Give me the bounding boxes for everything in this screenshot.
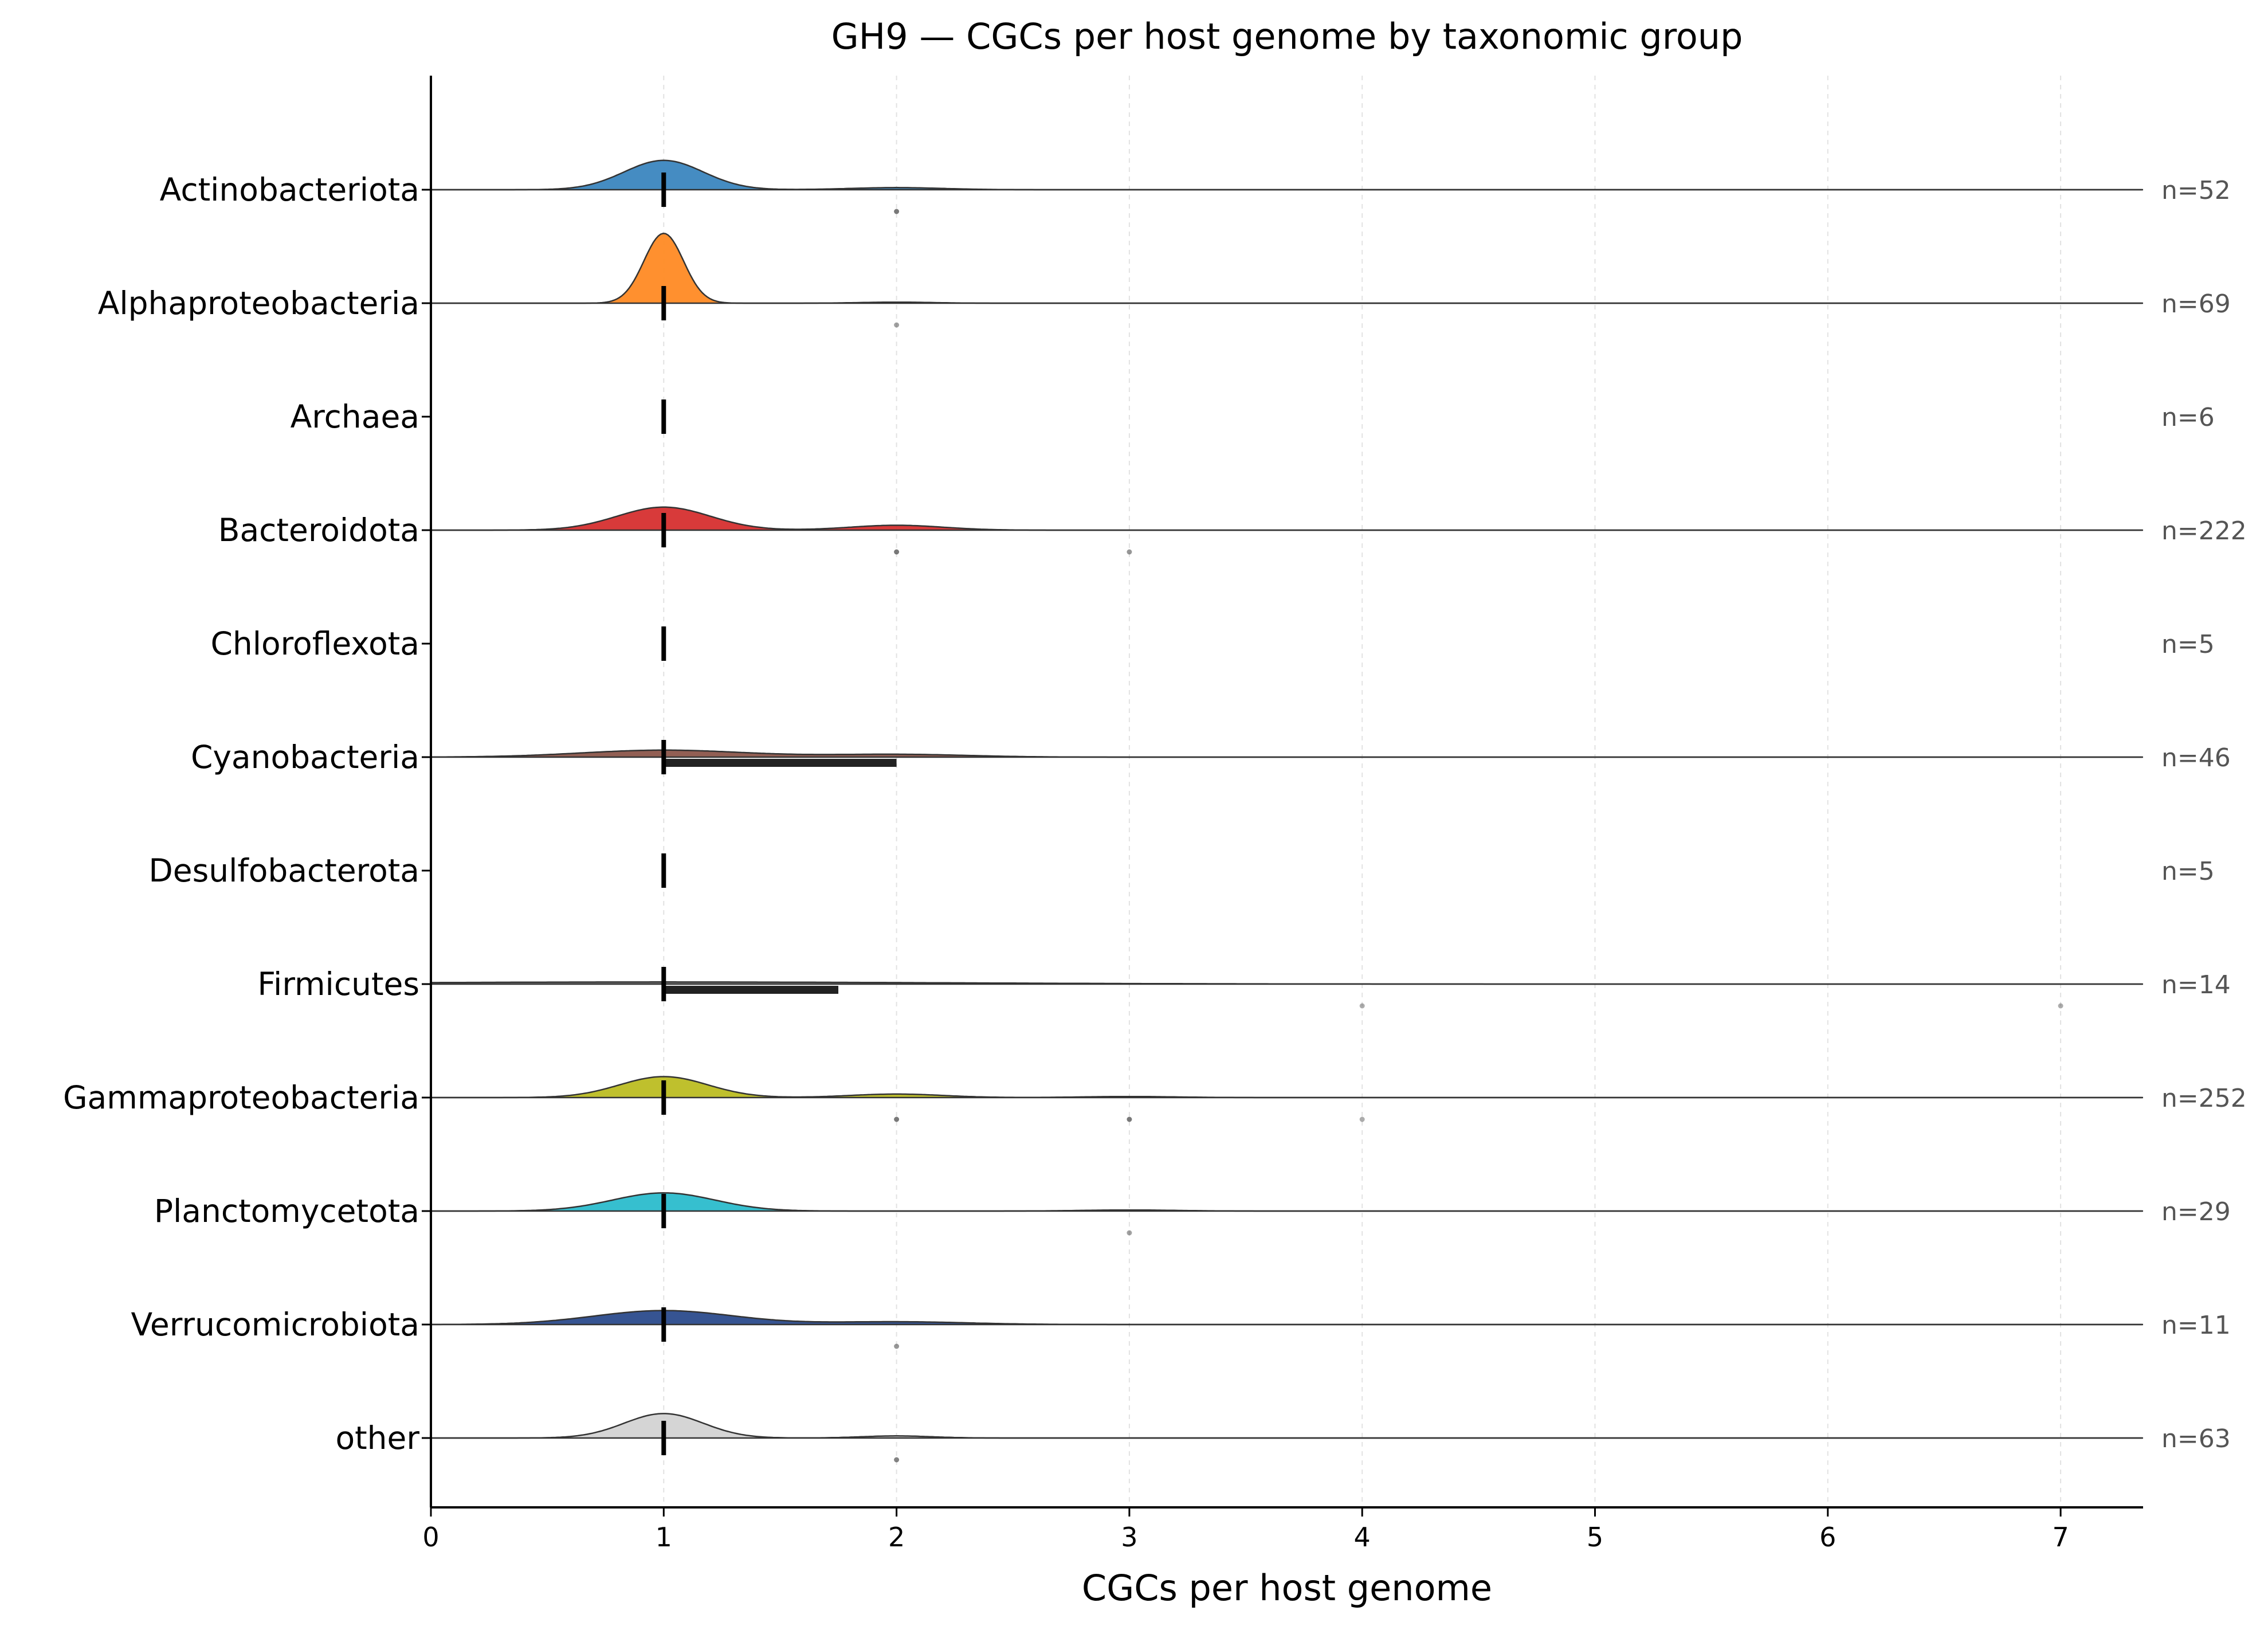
outlier-point (894, 1457, 900, 1463)
x-tick-label: 4 (1354, 1522, 1371, 1553)
tick-layer: 0 1 2 3 4 5 6 7 (422, 189, 2069, 1553)
group-label: Verrucomicrobiota (131, 1306, 419, 1343)
outlier-point (894, 322, 900, 328)
group-label: Chloroflexota (210, 625, 419, 662)
group-label: Cyanobacteria (191, 739, 419, 775)
n-label: n=11 (2161, 1311, 2231, 1340)
density-fill (431, 1310, 2143, 1325)
outlier-point (894, 1343, 900, 1349)
group-label: Desulfobacterota (148, 852, 419, 889)
n-label: n=5 (2161, 630, 2215, 659)
grid-layer (663, 76, 2062, 1507)
n-label: n=52 (2161, 176, 2231, 205)
iqr-bar (664, 759, 897, 767)
n-label: n=14 (2161, 970, 2231, 1000)
ridge-layer (431, 159, 2143, 1439)
outlier-point (2058, 1003, 2063, 1009)
label-layer: Actinobacteriota n=52 Alphaproteobacteria n… (63, 171, 2247, 1456)
n-label: n=46 (2161, 743, 2231, 773)
density-fill (431, 1076, 2143, 1098)
x-tick-label: 7 (2052, 1522, 2069, 1553)
n-label: n=69 (2161, 289, 2231, 319)
x-tick-label: 3 (1121, 1522, 1137, 1553)
group-label: Actinobacteriota (160, 171, 419, 208)
outlier-point (894, 209, 900, 214)
group-label: Archaea (291, 398, 419, 435)
density-fill (431, 1193, 2143, 1211)
x-tick-label: 5 (1587, 1522, 1603, 1553)
n-label: n=29 (2161, 1197, 2231, 1227)
n-label: n=222 (2161, 516, 2247, 546)
outlier-point (1359, 1116, 1365, 1122)
n-label: n=63 (2161, 1424, 2231, 1453)
x-tick-label: 6 (1819, 1522, 1836, 1553)
x-tick-label: 1 (656, 1522, 672, 1553)
outlier-point (1127, 1116, 1132, 1122)
outlier-point (1359, 1003, 1365, 1009)
group-label: other (335, 1420, 419, 1456)
group-label: Gammaproteobacteria (63, 1079, 419, 1116)
density-fill (431, 1413, 2143, 1438)
outlier-point (894, 1116, 900, 1122)
group-label: Firmicutes (257, 966, 419, 1002)
n-label: n=6 (2161, 403, 2215, 432)
n-label: n=252 (2161, 1084, 2247, 1113)
density-fill (431, 750, 2143, 757)
group-label: Alphaproteobacteria (98, 285, 419, 322)
outlier-point (894, 549, 900, 555)
chart-title: GH9 — CGCs per host genome by taxonomic … (831, 15, 1743, 57)
outlier-point (1127, 1230, 1132, 1236)
group-label: Bacteroidota (218, 512, 419, 548)
iqr-bar (664, 986, 839, 994)
density-fill (431, 507, 2143, 530)
n-label: n=5 (2161, 857, 2215, 886)
group-label: Planctomycetota (154, 1193, 419, 1229)
x-tick-label: 2 (888, 1522, 905, 1553)
x-tick-label: 0 (422, 1522, 439, 1553)
outlier-point (1127, 549, 1132, 555)
x-axis-label: CGCs per host genome (1082, 1567, 1492, 1609)
box-layer (661, 173, 2063, 1463)
density-fill (431, 160, 2143, 190)
